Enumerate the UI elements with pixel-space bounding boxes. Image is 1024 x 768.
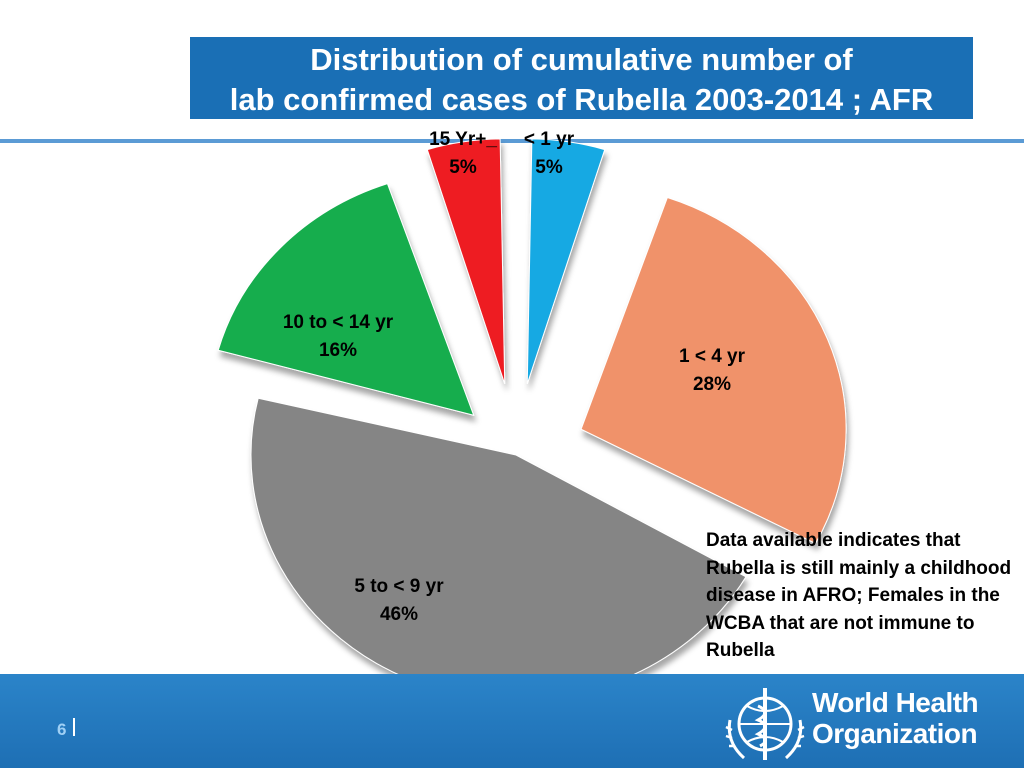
slice-label: 15 Yr+_ xyxy=(429,129,497,150)
slice-label: < 1 yr xyxy=(524,129,575,150)
slice-label: 5 to < 9 yr xyxy=(354,576,444,597)
footer-bar xyxy=(0,674,1024,768)
who-name-line-1: World Health xyxy=(812,687,979,718)
pie-slice xyxy=(526,138,606,385)
slice-percent: 5% xyxy=(535,157,563,178)
who-emblem-icon xyxy=(725,688,805,760)
slice-label: 10 to < 14 yr xyxy=(283,312,394,333)
pie-labels: < 1 yr 5% 1 < 4 yr 28% 5 to < 9 yr 46% 10 to <… xyxy=(283,129,746,625)
slice-percent: 28% xyxy=(693,374,731,395)
title-line-2: lab confirmed cases of Rubella 2003-2014… xyxy=(229,82,934,117)
who-name-line-2: Organization xyxy=(812,718,978,749)
pie-slices xyxy=(217,138,847,701)
slice-percent: 16% xyxy=(319,340,357,361)
slice-percent: 5% xyxy=(449,157,477,178)
header-rule xyxy=(0,139,1024,143)
title-line-1: Distribution of cumulative number of xyxy=(310,42,853,77)
slice-label: 1 < 4 yr xyxy=(679,346,746,367)
who-name: World Health Organization xyxy=(812,687,979,749)
pie-slice xyxy=(580,196,847,545)
page-number-separator xyxy=(73,718,75,736)
pie-slice xyxy=(426,138,506,385)
data-note: Data available indicates that Rubella is… xyxy=(706,530,1012,661)
page-number: 6 xyxy=(57,720,67,739)
slice-percent: 46% xyxy=(380,604,418,625)
slide-title: Distribution of cumulative number of lab… xyxy=(190,37,973,119)
pie-slice xyxy=(217,183,475,417)
